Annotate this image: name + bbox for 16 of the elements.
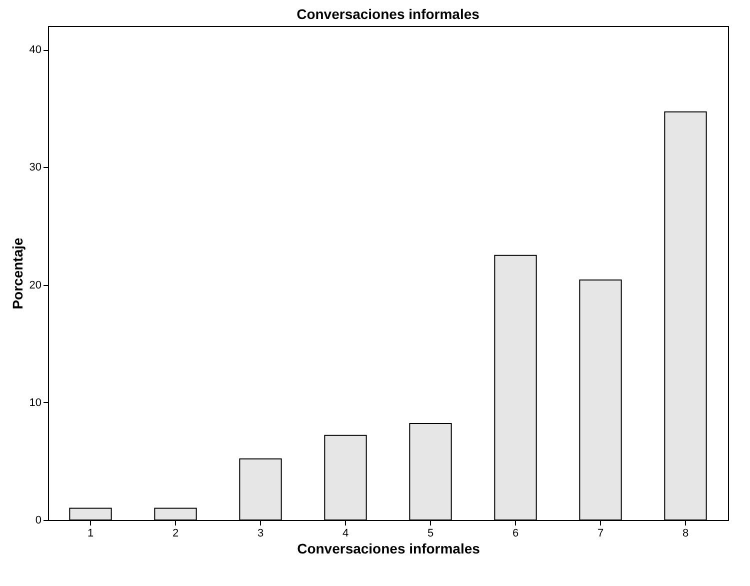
y-tick-label: 30 [29, 162, 42, 174]
chart-title: Conversaciones informales [296, 6, 480, 22]
x-tick-label: 8 [682, 528, 689, 540]
x-tick-label: 4 [342, 528, 349, 540]
x-tick-label: 6 [512, 528, 519, 540]
y-tick-label: 20 [29, 279, 42, 292]
y-tick-label: 10 [29, 396, 42, 409]
x-axis-title: Conversaciones informales [297, 540, 480, 556]
x-tick-label: 5 [427, 528, 434, 540]
x-tick-label: 1 [87, 528, 94, 540]
y-tick-label: 40 [29, 44, 42, 56]
y-axis-title: Porcentaje [9, 237, 26, 310]
x-tick-label: 2 [172, 528, 179, 540]
x-tick-label: 7 [597, 528, 604, 540]
y-tick-label: 0 [35, 514, 42, 526]
x-tick-label: 3 [257, 528, 264, 540]
